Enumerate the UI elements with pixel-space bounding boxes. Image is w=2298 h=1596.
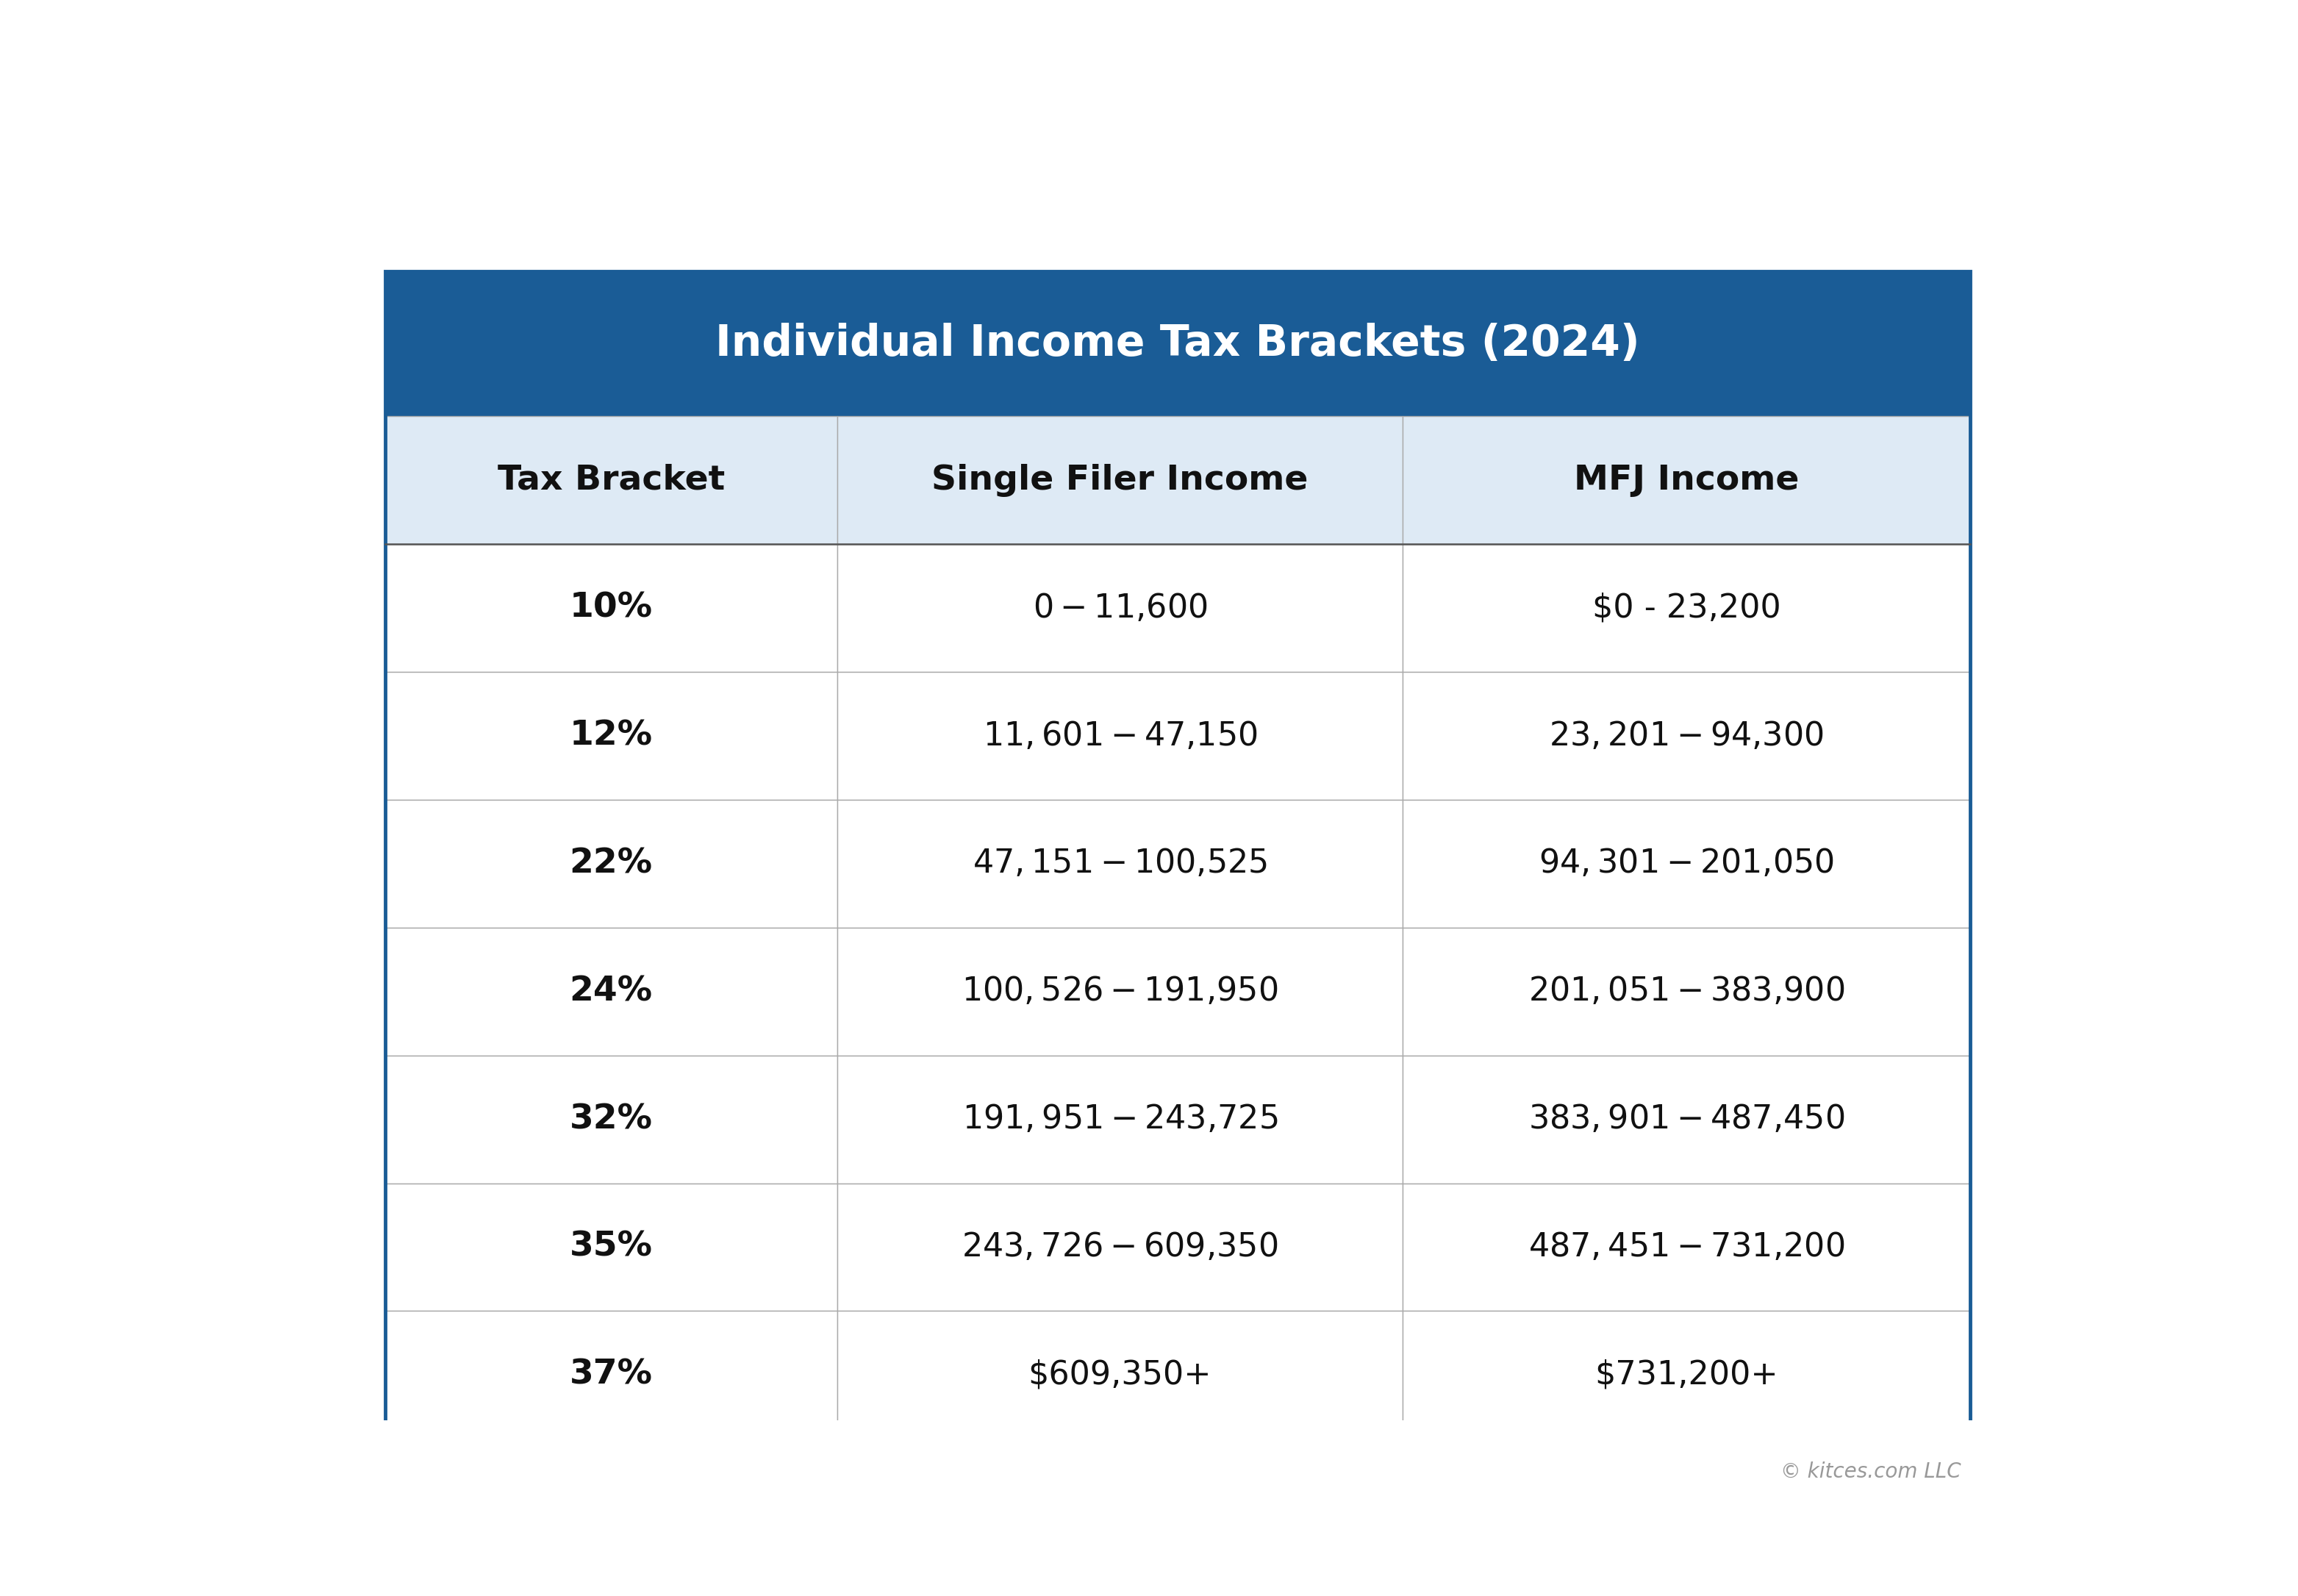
Text: $11,601 - $47,150: $11,601 - $47,150 [984, 720, 1257, 752]
Text: $100,526 - $191,950: $100,526 - $191,950 [963, 975, 1278, 1007]
Text: 22%: 22% [570, 847, 653, 881]
Bar [836, 672, 1402, 800]
Text: Individual Income Tax Brackets (2024): Individual Income Tax Brackets (2024) [715, 322, 1641, 365]
Text: $731,200+: $731,200+ [1595, 1360, 1779, 1390]
Text: 24%: 24% [570, 975, 653, 1009]
Text: $0 - $11,600: $0 - $11,600 [1032, 592, 1206, 624]
Text: 35%: 35% [570, 1231, 653, 1264]
Bar [386, 1310, 836, 1440]
Bar [386, 271, 1969, 1440]
Bar [836, 417, 1402, 544]
Text: $243,726 - $609,350: $243,726 - $609,350 [963, 1232, 1278, 1262]
Bar [836, 1055, 1402, 1183]
Text: © kitces.com LLC: © kitces.com LLC [1781, 1460, 1962, 1481]
Bar [1402, 800, 1969, 927]
Text: $383,901 - $487,450: $383,901 - $487,450 [1528, 1103, 1845, 1135]
Bar [1402, 544, 1969, 672]
Text: 12%: 12% [570, 720, 653, 752]
Bar [836, 800, 1402, 927]
Bar [1402, 1183, 1969, 1310]
Text: $191,951 - $243,725: $191,951 - $243,725 [963, 1103, 1278, 1135]
Bar [836, 1183, 1402, 1310]
Bar [1402, 672, 1969, 800]
Bar [386, 1183, 836, 1310]
Bar [1402, 927, 1969, 1055]
Text: $0 - 23,200: $0 - 23,200 [1593, 592, 1781, 624]
Text: 37%: 37% [570, 1358, 653, 1392]
Text: $487,451 - $731,200: $487,451 - $731,200 [1528, 1232, 1845, 1262]
Text: MFJ Income: MFJ Income [1574, 464, 1799, 496]
Text: $94,301 - $201,050: $94,301 - $201,050 [1540, 847, 1834, 879]
Bar [386, 417, 836, 544]
Text: Tax Bracket: Tax Bracket [496, 464, 724, 496]
Text: Single Filer Income: Single Filer Income [931, 464, 1308, 496]
Bar [836, 544, 1402, 672]
Bar [386, 927, 836, 1055]
Bar [386, 271, 1969, 417]
Bar [1402, 1055, 1969, 1183]
Bar [836, 1310, 1402, 1440]
Bar [386, 1055, 836, 1183]
Text: 32%: 32% [570, 1103, 653, 1136]
Bar [386, 672, 836, 800]
Bar [1402, 1310, 1969, 1440]
Bar [386, 800, 836, 927]
Text: 10%: 10% [570, 592, 653, 624]
Text: $23,201 - $94,300: $23,201 - $94,300 [1549, 720, 1825, 752]
Bar [836, 927, 1402, 1055]
Text: $47,151 - $100,525: $47,151 - $100,525 [972, 847, 1266, 879]
Bar [1402, 417, 1969, 544]
Bar [386, 544, 836, 672]
Text: $609,350+: $609,350+ [1027, 1360, 1211, 1390]
Text: $201,051 - $383,900: $201,051 - $383,900 [1528, 975, 1845, 1007]
